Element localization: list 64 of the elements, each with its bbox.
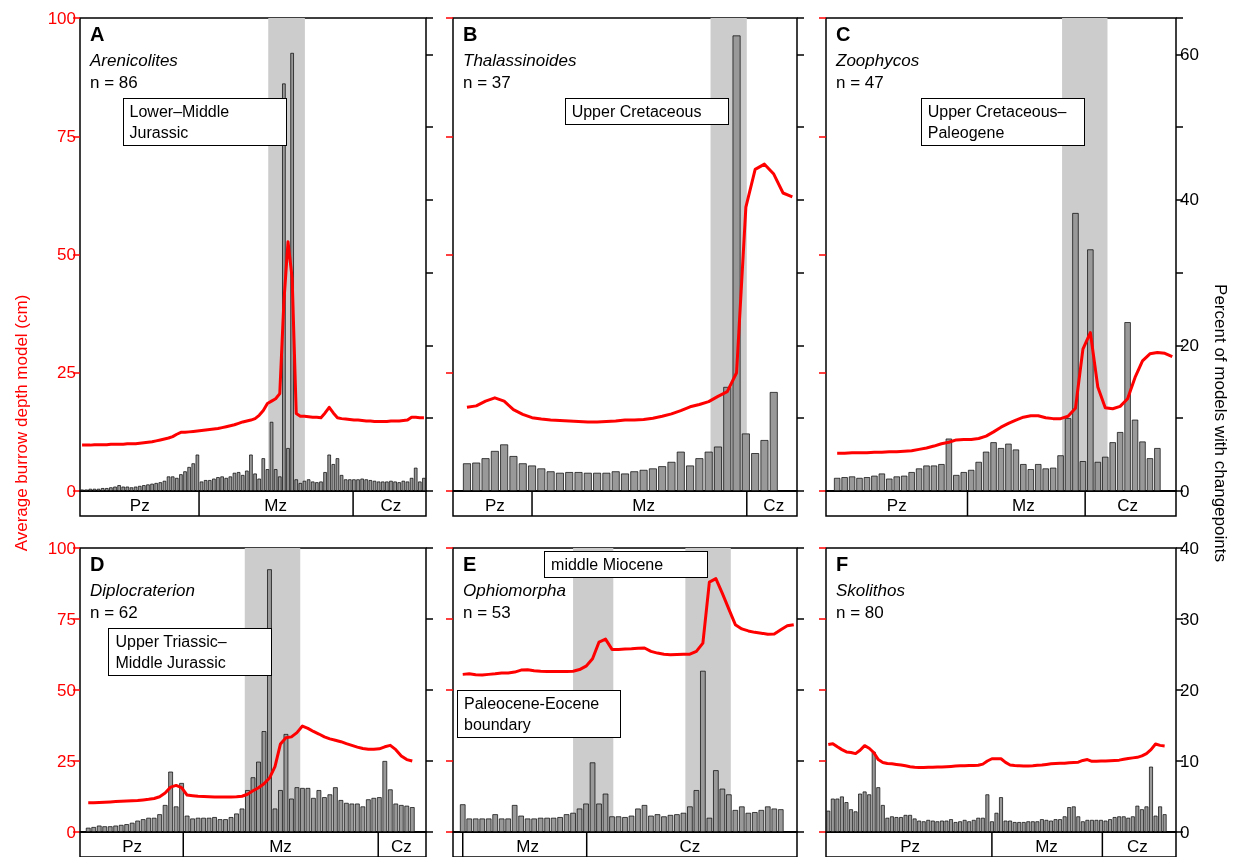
text: Ophiomorpha xyxy=(463,581,567,600)
note-box: middle Miocene xyxy=(544,551,709,578)
x-tick-label: Pz xyxy=(900,837,921,856)
y2-tick-label: 20 xyxy=(1180,680,1199,700)
x-tick-label: Cz xyxy=(763,496,785,515)
x-tick-label: Cz xyxy=(380,496,402,515)
chart-title: A xyxy=(90,23,105,45)
x-tick-label: Mz xyxy=(516,837,539,856)
y2-tick-label: 20 xyxy=(1180,335,1199,355)
annotation: n = 62 xyxy=(90,603,138,622)
x-tick-label: Mz xyxy=(1012,496,1035,515)
chart-title: F xyxy=(836,553,849,575)
annotation: n = 47 xyxy=(836,73,884,92)
x-tick-label: Pz xyxy=(886,496,907,515)
y-tick-label: 0 xyxy=(66,822,76,842)
y-tick-label: 50 xyxy=(57,245,76,264)
y-tick-label: 50 xyxy=(57,680,76,700)
line-series xyxy=(80,240,426,447)
y2-axis-title: Percent of models with changepoints xyxy=(1210,283,1230,564)
x-tick-label: Pz xyxy=(122,837,143,856)
y2-tick-label: 40 xyxy=(1180,190,1199,210)
annotation: n = 86 xyxy=(90,73,138,92)
x-tick-label: Cz xyxy=(390,837,412,856)
y-tick-label: 75 xyxy=(57,609,76,629)
line-series xyxy=(86,724,414,805)
x-tick-label: Cz xyxy=(1117,496,1138,515)
x-tick-label: Mz xyxy=(1035,837,1058,856)
x-tick-label: Pz xyxy=(484,496,505,515)
note-box: Upper Cretaceous xyxy=(564,98,729,125)
y-tick-label: 75 xyxy=(57,126,76,146)
y-tick-label: 25 xyxy=(57,363,76,383)
text: Zoophycos xyxy=(835,51,920,70)
chart-title: D xyxy=(90,553,105,575)
annotation: n = 80 xyxy=(836,603,884,622)
x-tick-label: Mz xyxy=(269,837,292,856)
y2-tick-label: 30 xyxy=(1180,609,1199,629)
text: Skolithos xyxy=(836,581,906,600)
chart-title: E xyxy=(463,553,477,575)
y2-tick-label: 40 xyxy=(1180,538,1199,558)
y2-tick-label: 10 xyxy=(1180,751,1199,771)
annotation: n = 37 xyxy=(463,73,511,92)
note-box: Paleocene-Eocene boundary xyxy=(457,690,621,738)
text: Arenicolites xyxy=(89,51,179,70)
x-tick-label: Mz xyxy=(264,496,287,515)
y-tick-label: 100 xyxy=(47,538,76,558)
text: Diplocraterion xyxy=(90,581,195,600)
y-tick-label: 100 xyxy=(47,8,76,28)
note-box: Lower–Middle Jurassic xyxy=(122,98,287,146)
x-tick-label: Mz xyxy=(632,496,655,515)
y2-tick-label: 60 xyxy=(1180,44,1199,64)
chart-title: B xyxy=(463,23,478,45)
annotation: n = 53 xyxy=(463,603,511,622)
y-tick-label: 25 xyxy=(57,751,76,771)
x-tick-label: Cz xyxy=(679,837,701,856)
x-tick-label: Pz xyxy=(129,496,150,515)
chart-title: C xyxy=(836,23,851,45)
y2-tick-label: 0 xyxy=(1180,481,1190,501)
note-box: Upper Triassic–Middle Jurassic xyxy=(108,628,273,676)
y-tick-label: 0 xyxy=(66,481,76,501)
note-box: Upper Cretaceous–Paleogene xyxy=(920,98,1085,146)
y-axis-title: Average burrow depth model (cm) xyxy=(12,293,32,554)
text: Thalassinoides xyxy=(463,51,577,70)
x-tick-label: Cz xyxy=(1126,837,1148,856)
y2-tick-label: 0 xyxy=(1180,822,1190,842)
